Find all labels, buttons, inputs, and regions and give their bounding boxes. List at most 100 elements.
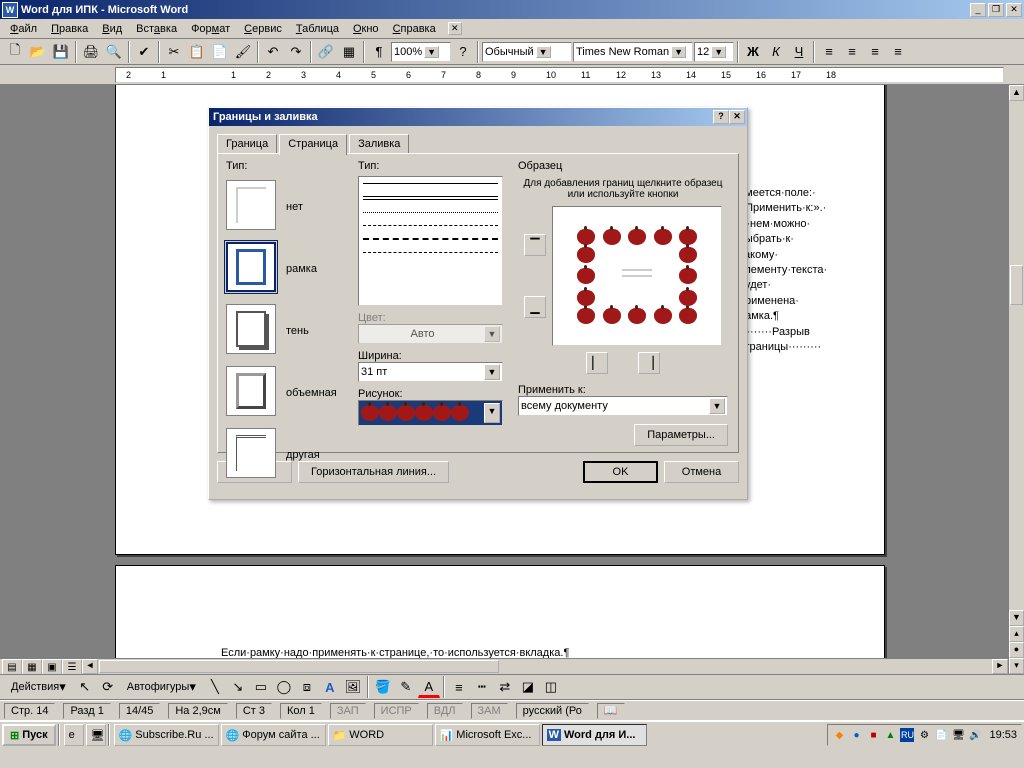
tray-icon-7[interactable]: 🖥 (951, 728, 965, 742)
menu-format[interactable]: Формат (185, 21, 236, 37)
font-color-icon[interactable]: A (418, 676, 440, 698)
line-icon[interactable]: ╲ (204, 676, 226, 698)
print-preview-icon[interactable]: 🔍 (103, 41, 125, 63)
rotate-icon[interactable]: ⟳ (97, 676, 119, 698)
tray-clock[interactable]: 19:53 (989, 729, 1017, 741)
normal-view-icon[interactable]: ▤ (2, 659, 22, 674)
underline-icon[interactable]: Ч (788, 41, 810, 63)
quick-launch-ie-icon[interactable]: e (64, 724, 84, 746)
menu-insert[interactable]: Вставка (130, 21, 183, 37)
bold-icon[interactable]: Ж (742, 41, 764, 63)
rectangle-icon[interactable]: ▭ (250, 676, 272, 698)
options-button[interactable]: Параметры... (634, 424, 728, 446)
scroll-up-icon[interactable]: ▲ (1009, 85, 1024, 101)
start-button[interactable]: ⊞ Пуск (2, 724, 56, 746)
scroll-down-icon[interactable]: ▼ (1009, 610, 1024, 626)
3d-icon[interactable]: ◫ (540, 676, 562, 698)
align-left-icon[interactable]: ≡ (818, 41, 840, 63)
horizontal-scrollbar[interactable]: ◄ ► (82, 659, 1008, 674)
align-right-icon[interactable]: ≡ (864, 41, 886, 63)
tray-icon-6[interactable]: 📄 (934, 728, 948, 742)
arrow-icon[interactable]: ↘ (227, 676, 249, 698)
cancel-button[interactable]: Отмена (664, 461, 739, 483)
quick-launch-desktop-icon[interactable]: 🖥 (86, 724, 106, 746)
setting-none[interactable] (226, 180, 276, 230)
status-book-icon[interactable]: 📖 (597, 703, 625, 719)
new-doc-icon[interactable]: 🗋 (4, 41, 26, 63)
edge-right-button[interactable]: ▕ (638, 352, 660, 374)
undo-icon[interactable]: ↶ (262, 41, 284, 63)
cut-icon[interactable]: ✂ (163, 41, 185, 63)
applyto-combo[interactable]: всему документу▼ (518, 396, 728, 416)
save-icon[interactable]: 💾 (50, 41, 72, 63)
tray-lang-icon[interactable]: RU (900, 728, 914, 742)
oval-icon[interactable]: ◯ (273, 676, 295, 698)
dialog-close-button[interactable]: ✕ (729, 110, 745, 124)
restore-button[interactable]: ❐ (988, 3, 1004, 17)
font-size-combo[interactable]: 12▼ (694, 42, 734, 62)
minimize-button[interactable]: _ (970, 3, 986, 17)
dash-style-icon[interactable]: ┅ (471, 676, 493, 698)
zoom-combo[interactable]: 100%▼ (391, 42, 451, 62)
line-color-icon[interactable]: ✎ (395, 676, 417, 698)
setting-custom[interactable] (226, 428, 276, 478)
italic-icon[interactable]: К (765, 41, 787, 63)
print-icon[interactable]: 🖨 (80, 41, 102, 63)
status-rec[interactable]: ЗАП (330, 703, 366, 719)
outline-view-icon[interactable]: ☰ (62, 659, 82, 674)
tray-icon-3[interactable]: ■ (866, 728, 880, 742)
redo-icon[interactable]: ↷ (285, 41, 307, 63)
status-ovr[interactable]: ЗАМ (471, 703, 508, 719)
help-icon[interactable]: ? (452, 41, 474, 63)
status-trk[interactable]: ИСПР (374, 703, 419, 719)
setting-3d[interactable] (226, 366, 276, 416)
tab-border[interactable]: Граница (217, 134, 277, 154)
tray-icon-1[interactable]: ◆ (832, 728, 846, 742)
browse-object-icon[interactable]: ● (1009, 642, 1024, 658)
close-button[interactable]: ✕ (1006, 3, 1022, 17)
setting-shadow[interactable] (226, 304, 276, 354)
fill-color-icon[interactable]: 🪣 (372, 676, 394, 698)
art-combo[interactable]: ▼ (358, 400, 503, 426)
drawing-actions-menu[interactable]: Действия ▾ (4, 676, 73, 698)
menu-help[interactable]: Справка (387, 21, 442, 37)
format-painter-icon[interactable]: 🖌 (232, 41, 254, 63)
shadow-icon[interactable]: ◪ (517, 676, 539, 698)
menu-tools[interactable]: Сервис (238, 21, 288, 37)
line-style-icon[interactable]: ≡ (448, 676, 470, 698)
tab-shading[interactable]: Заливка (349, 134, 409, 154)
taskbar-item-subscribe[interactable]: 🌐Subscribe.Ru ... (114, 724, 219, 746)
print-view-icon[interactable]: ▣ (42, 659, 62, 674)
copy-icon[interactable]: 📋 (186, 41, 208, 63)
font-combo[interactable]: Times New Roman▼ (573, 42, 693, 62)
taskbar-item-forum[interactable]: 🌐Форум сайта ... (221, 724, 326, 746)
tray-volume-icon[interactable]: 🔊 (968, 728, 982, 742)
menu-view[interactable]: Вид (96, 21, 128, 37)
setting-box[interactable] (226, 242, 276, 292)
align-center-icon[interactable]: ≡ (841, 41, 863, 63)
dialog-titlebar[interactable]: Границы и заливка ? ✕ (209, 108, 747, 126)
open-icon[interactable]: 📂 (27, 41, 49, 63)
menu-table[interactable]: Таблица (290, 21, 345, 37)
browse-next-icon[interactable]: ▾ (1009, 658, 1024, 674)
tray-icon-4[interactable]: ▲ (883, 728, 897, 742)
taskbar-item-excel[interactable]: 📊Microsoft Exc... (435, 724, 540, 746)
tray-icon-2[interactable]: ● (849, 728, 863, 742)
status-lang[interactable]: русский (Ро (516, 703, 589, 719)
style-listbox[interactable] (358, 176, 503, 306)
edge-left-button[interactable]: ▏ (586, 352, 608, 374)
dialog-help-button[interactable]: ? (713, 110, 729, 124)
tables-borders-icon[interactable]: ▦ (338, 41, 360, 63)
menu-file[interactable]: Файл (4, 21, 43, 37)
close-document-button[interactable]: ✕ (448, 22, 462, 35)
tray-icon-5[interactable]: ⚙ (917, 728, 931, 742)
vertical-scrollbar[interactable]: ▲ ▼ ▴ ● ▾ (1008, 85, 1024, 674)
status-ext[interactable]: ВДЛ (427, 703, 463, 719)
clipart-icon[interactable]: 🖼 (342, 676, 364, 698)
preview-box[interactable] (552, 206, 722, 346)
taskbar-item-word-folder[interactable]: 📁WORD (328, 724, 433, 746)
menu-edit[interactable]: Правка (45, 21, 94, 37)
autoshapes-menu[interactable]: Автофигуры ▾ (120, 676, 203, 698)
hyperlink-icon[interactable]: 🔗 (315, 41, 337, 63)
select-objects-icon[interactable]: ↖ (74, 676, 96, 698)
